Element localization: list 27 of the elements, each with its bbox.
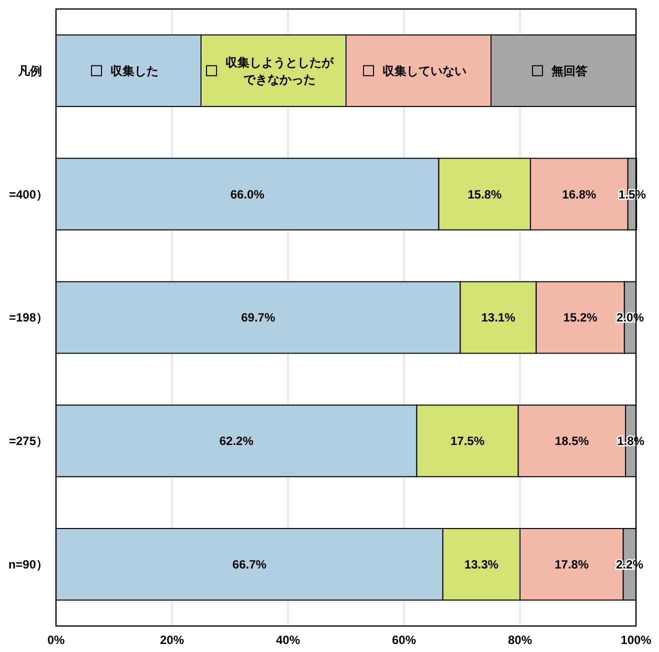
data-label: 16.8% — [562, 187, 596, 202]
data-label: 13.3% — [464, 558, 499, 572]
x-tick-label: 100% — [620, 633, 652, 647]
y-tick-label: n=90） — [8, 558, 48, 572]
data-label: 66.7% — [232, 558, 267, 572]
data-label: 13.1% — [481, 310, 516, 325]
legend-label: 収集した — [110, 64, 158, 78]
legend-label: 無回答 — [550, 64, 588, 78]
data-label: 18.5% — [554, 434, 590, 448]
x-tick-label: 80% — [508, 633, 532, 647]
data-label: 17.8% — [554, 558, 589, 572]
data-label: 62.2% — [219, 434, 254, 448]
data-label: 17.5% — [450, 434, 485, 448]
data-label: 15.8% — [468, 187, 502, 202]
x-tick-label: 0% — [47, 633, 65, 647]
legend-label: 収集しようとしたができなかった — [226, 56, 334, 86]
legend-label: 収集していない — [382, 64, 466, 78]
data-label: 69.7% — [241, 310, 276, 325]
data-label: 66.0% — [230, 187, 265, 202]
x-tick-label: 20% — [160, 633, 184, 647]
y-tick-label: =275） — [8, 434, 48, 448]
x-tick-label: 60% — [392, 633, 416, 647]
x-tick-label: 40% — [276, 633, 300, 647]
y-tick-label: =198） — [8, 310, 48, 325]
data-label: 15.2% — [563, 310, 598, 325]
legend-title: 凡例 — [17, 64, 42, 78]
y-tick-label: =400） — [8, 187, 48, 202]
